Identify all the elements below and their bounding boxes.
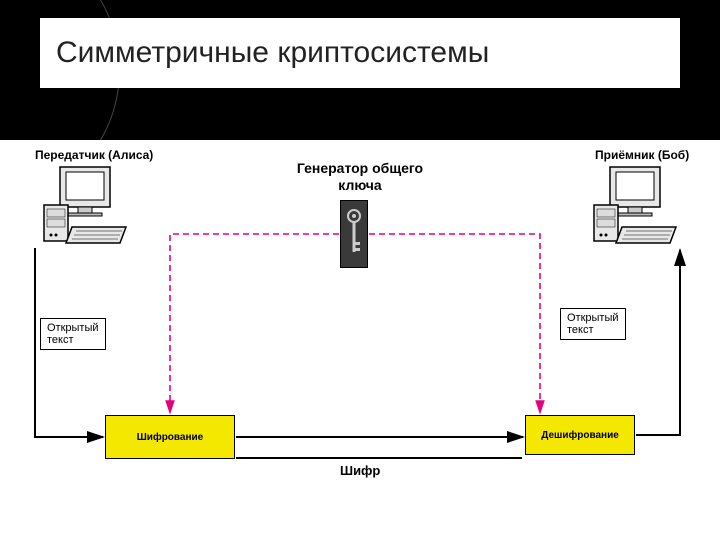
cipher-label: Шифр bbox=[340, 463, 380, 478]
page-title: Симметричные криптосистемы bbox=[56, 36, 489, 70]
computer-bob-icon bbox=[590, 165, 680, 255]
computer-alice-icon bbox=[40, 165, 130, 255]
encrypt-label: Шифрование bbox=[137, 432, 204, 443]
encrypt-box: Шифрование bbox=[105, 415, 235, 459]
key-icon bbox=[346, 208, 362, 260]
decrypt-label: Дешифрование bbox=[541, 430, 619, 441]
diagram-area: Передатчик (Алиса) Приёмник (Боб) Генера bbox=[0, 140, 720, 540]
receiver-label: Приёмник (Боб) bbox=[595, 148, 689, 162]
keygen-label: Генератор общего ключа bbox=[280, 160, 440, 194]
title-box: Симметричные криптосистемы bbox=[40, 18, 680, 88]
plaintext-left-label: Открытыйтекст bbox=[40, 318, 106, 350]
decrypt-box: Дешифрование bbox=[525, 415, 635, 455]
keygen-label-text: Генератор общего ключа bbox=[297, 160, 423, 193]
plaintext-right-label: Открытыйтекст bbox=[560, 308, 626, 340]
transmitter-label: Передатчик (Алиса) bbox=[35, 148, 153, 162]
key-box bbox=[340, 200, 368, 268]
